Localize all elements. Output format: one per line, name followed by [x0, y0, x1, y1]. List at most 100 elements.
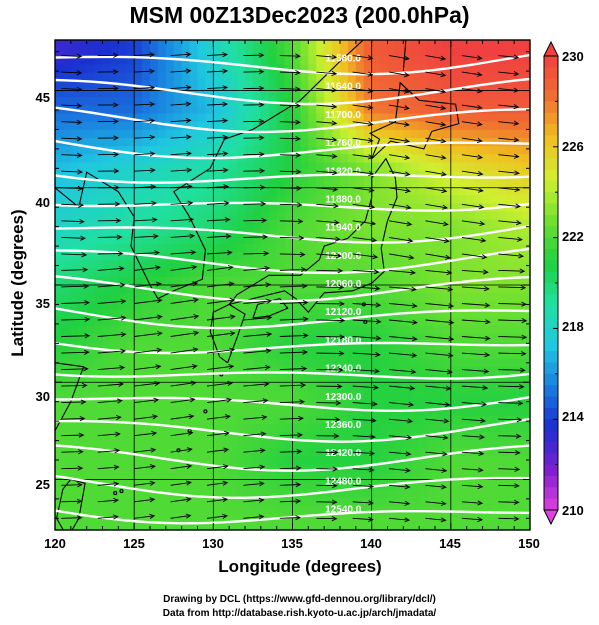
x-tick-label: 125 [123, 536, 145, 551]
temperature-cell [411, 129, 420, 139]
temperature-cell [165, 423, 175, 433]
temperature-cell [332, 383, 341, 392]
temperature-cell [403, 293, 412, 302]
wind-arrow [279, 235, 305, 241]
temperature-cell [181, 383, 191, 392]
temperature-cell [482, 113, 492, 123]
temperature-cell [506, 154, 515, 164]
temperature-cell [102, 276, 112, 286]
temperature-cell [308, 415, 317, 425]
temperature-cell [419, 317, 428, 327]
temperature-cell [118, 325, 127, 335]
wind-arrow [498, 253, 525, 259]
contour-label: 11580.0 [325, 54, 361, 65]
temperature-cell [292, 464, 302, 474]
wind-arrow [352, 384, 379, 391]
temperature-cell [316, 72, 325, 82]
temperature-cell [142, 268, 151, 278]
temperature-cell [86, 105, 96, 115]
temperature-cell [506, 113, 515, 123]
temperature-cell [458, 72, 468, 82]
temperature-cell [324, 407, 333, 417]
wind-arrow [134, 200, 157, 206]
temperature-cell [387, 260, 397, 270]
temperature-cell [474, 146, 484, 155]
temperature-cell [55, 391, 64, 400]
temperature-cell [213, 456, 222, 466]
wind-arrow [316, 186, 339, 192]
temperature-cell [308, 423, 317, 433]
temperature-cell [292, 40, 302, 49]
temperature-cell [221, 146, 230, 155]
temperature-cell [205, 236, 214, 245]
temperature-cell [498, 342, 507, 351]
temperature-cell [189, 309, 199, 319]
temperature-cell [474, 244, 484, 253]
temperature-cell [62, 285, 72, 294]
temperature-cell [150, 383, 159, 392]
wind-arrow [389, 137, 411, 144]
temperature-cell [379, 276, 389, 286]
temperature-cell [118, 64, 127, 74]
temperature-cell [86, 48, 96, 57]
wind-arrow [498, 268, 526, 274]
temperature-cell [450, 105, 460, 115]
temperature-cell [450, 342, 460, 351]
wind-arrow [97, 85, 119, 92]
temperature-cell [292, 448, 302, 458]
temperature-cell [229, 162, 238, 172]
temperature-cell [213, 505, 222, 515]
temperature-cell [300, 366, 309, 376]
colorbar-segment [544, 237, 558, 250]
temperature-cell [134, 121, 143, 131]
temperature-cell [514, 80, 523, 90]
temperature-cell [276, 440, 286, 449]
temperature-cell [379, 89, 389, 98]
temperature-cell [466, 89, 476, 98]
temperature-cell [435, 342, 444, 351]
temperature-cell [142, 325, 151, 335]
temperature-cell [70, 211, 80, 221]
temperature-cell [102, 334, 112, 343]
temperature-cell [134, 64, 143, 74]
temperature-cell [300, 301, 309, 311]
temperature-cell [371, 423, 381, 433]
wind-arrow [170, 264, 198, 271]
temperature-cell [70, 178, 80, 188]
temperature-cell [442, 366, 452, 376]
temperature-cell [347, 260, 357, 270]
temperature-cell [419, 211, 428, 221]
temperature-cell [411, 203, 420, 213]
temperature-cell [229, 472, 238, 482]
temperature-cell [78, 505, 88, 515]
temperature-cell [347, 219, 357, 229]
temperature-cell [55, 260, 64, 270]
temperature-cell [442, 481, 452, 490]
temperature-cell [134, 244, 143, 253]
height-contour [55, 275, 530, 303]
temperature-cell [522, 391, 530, 400]
temperature-cell [292, 521, 302, 530]
temperature-cell [506, 309, 515, 319]
temperature-cell [173, 521, 183, 530]
temperature-cell [482, 40, 492, 49]
temperature-cell [490, 342, 499, 351]
temperature-cell [340, 383, 349, 392]
temperature-cell [347, 399, 357, 409]
temperature-cell [94, 301, 104, 311]
temperature-cell [221, 89, 230, 98]
wind-arrow [170, 281, 199, 288]
temperature-cell [419, 252, 428, 262]
temperature-cell [347, 162, 357, 172]
temperature-cell [94, 423, 104, 433]
temperature-cell [221, 432, 230, 441]
wind-arrow [279, 53, 301, 59]
temperature-cell [450, 334, 460, 343]
temperature-cell [229, 391, 238, 400]
temperature-cell [379, 227, 389, 237]
temperature-cell [498, 423, 507, 433]
temperature-cell [245, 80, 254, 90]
temperature-cell [173, 227, 183, 237]
temperature-cell [237, 40, 246, 49]
temperature-cell [490, 89, 499, 98]
